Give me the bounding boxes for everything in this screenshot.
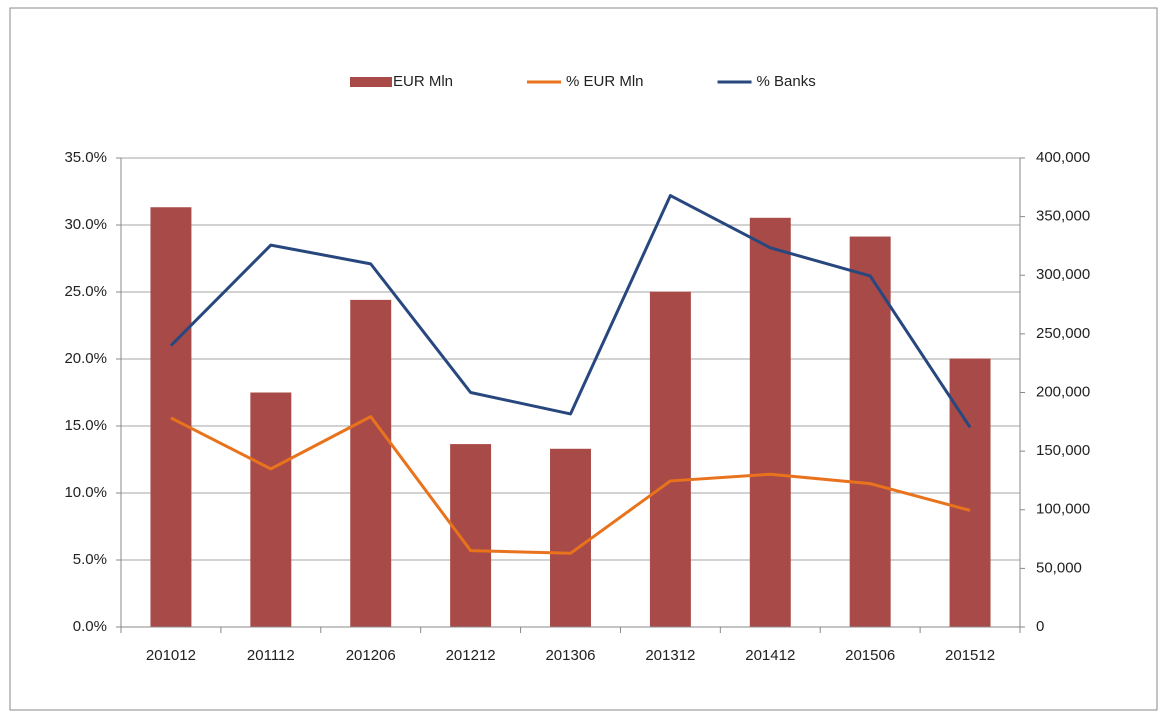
line [170,415,971,555]
x-tick-label: 201506 [845,647,895,664]
y-tick-label: 0.0% [73,618,107,635]
bar [450,444,492,627]
x-tick-label: 201312 [645,647,695,664]
legend-swatch [350,77,392,87]
y2-tick-label: 250,000 [1036,325,1090,342]
y-tick-label: 15.0% [64,417,107,434]
y2-tick-label: 400,000 [1036,149,1090,166]
x-tick-label: 201306 [545,647,595,664]
x-tick-label: 201412 [745,647,795,664]
legend-label: EUR Mln [393,73,453,90]
x-tick-label: 201512 [945,647,995,664]
y2-tick-label: 350,000 [1036,208,1090,225]
y-tick-label: 35.0% [64,149,107,166]
bar [749,217,791,628]
line [169,194,972,429]
bar [550,448,591,627]
bar [649,291,691,627]
x-tick-label: 201112 [247,647,295,664]
y2-tick-label: 300,000 [1036,266,1090,283]
x-tick-label: 201206 [346,647,396,664]
legend-label: % Banks [757,73,816,90]
y2-tick-label: 150,000 [1036,442,1090,459]
legend-label: % EUR Mln [566,73,644,90]
y2-tick-label: 200,000 [1036,383,1090,400]
bar [350,299,392,627]
y2-tick-label: 100,000 [1036,501,1090,518]
y2-tick-label: 50,000 [1036,559,1082,576]
x-tick-label: 201012 [146,647,196,664]
x-tick-label: 201212 [446,647,496,664]
y-tick-label: 20.0% [64,350,107,367]
bar [949,358,991,627]
y-tick-label: 25.0% [64,283,107,300]
bar [849,236,891,627]
y-tick-label: 10.0% [64,484,107,501]
bar [250,392,292,627]
y-tick-label: 5.0% [73,551,107,568]
bar [150,207,192,627]
y-tick-label: 30.0% [64,216,107,233]
y2-tick-label: 0 [1036,618,1044,635]
